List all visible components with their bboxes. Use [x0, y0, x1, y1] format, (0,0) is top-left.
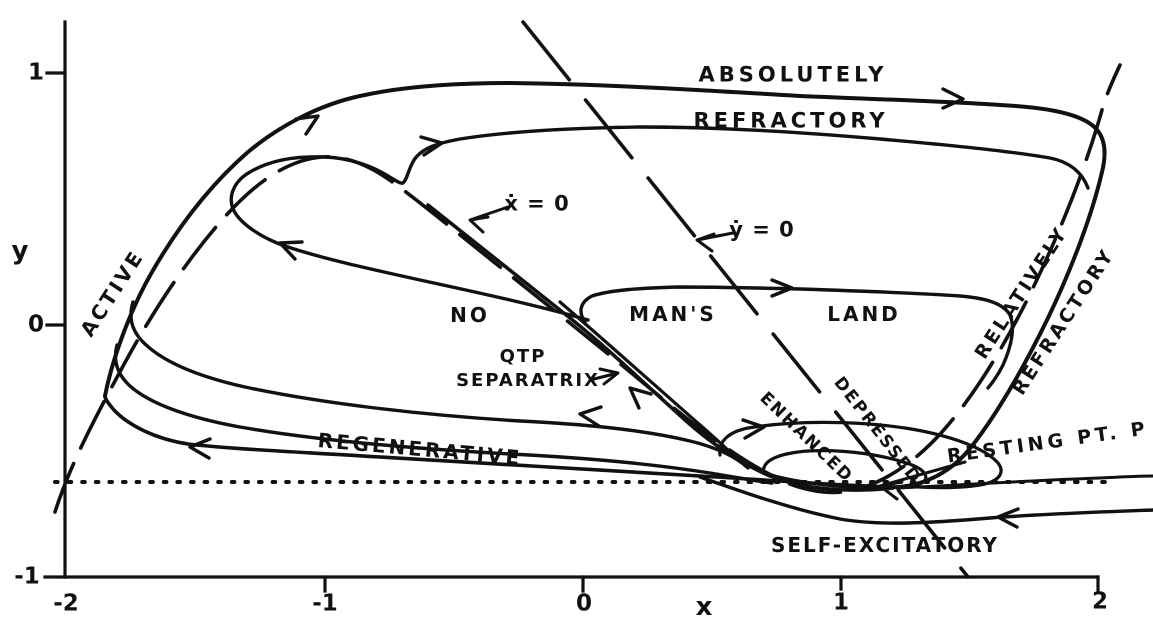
arrow-bottom-right-left: [998, 509, 1018, 527]
label-mans: MAN'S: [629, 302, 717, 326]
label-no: NO: [450, 303, 490, 327]
arrow-regenerative-left: [190, 439, 210, 458]
separatrix-curve-parallel: [560, 302, 738, 460]
label-refractory-top: REFRACTORY: [693, 108, 889, 133]
regenerative-curve-upper: [131, 302, 748, 468]
label-y-nullcline: ẏ = 0: [729, 217, 795, 242]
x-tick-2: 2: [1091, 588, 1109, 615]
separatrix-label-pointer: [594, 369, 618, 384]
label-self-excitatory: SELF-EXCITATORY: [770, 533, 1000, 557]
x-axis-ticks: [325, 577, 1098, 592]
x-axis-label: x: [695, 592, 713, 622]
x-tick-neg2: -2: [53, 590, 79, 617]
label-x-nullcline: ẋ = 0: [504, 191, 570, 216]
y-tick-0: 0: [27, 311, 45, 338]
separatrix-curve: [428, 205, 893, 490]
arrow-active-climb: [296, 116, 318, 134]
arrow-depressed-loop: [743, 420, 764, 438]
arrow-upper-fan-left: [580, 407, 601, 426]
arrow-midline-right: [772, 280, 792, 296]
label-pointers: [470, 207, 965, 499]
enhanced-loop: [763, 451, 926, 488]
y-nullcline-line: [523, 22, 968, 577]
x-tick-1: 1: [832, 589, 850, 616]
y-tick-1: 1: [27, 59, 45, 86]
regenerative-curve-middle: [116, 345, 772, 483]
self-excitatory-curve: [700, 477, 1153, 523]
resting-point-pointer: [880, 462, 965, 499]
inner-trajectory-midline: [581, 287, 1012, 388]
outer-trajectory-climb-top-descent: [105, 83, 1105, 487]
y-tick-neg1: -1: [14, 563, 40, 590]
label-land: LAND: [827, 302, 901, 326]
label-absolutely: ABSOLUTELY: [698, 62, 888, 87]
y-nullcline-pointer: [697, 233, 733, 251]
x-tick-0: 0: [575, 590, 593, 617]
flow-arrowheads: [190, 89, 1018, 527]
arrow-separatrix-upleft: [630, 388, 651, 408]
arrow-second-top: [421, 137, 442, 155]
arrow-hump-bottom-left: [280, 242, 302, 259]
label-separatrix: SEPARATRIX: [456, 370, 600, 391]
arrow-top-right: [943, 89, 963, 108]
resting-level-right-curve: [898, 476, 1153, 488]
label-qtp: QTP: [499, 346, 547, 367]
axes: [45, 22, 1098, 592]
inner-trajectory-hump-loop: [231, 127, 1088, 320]
x-tick-neg1: -1: [312, 590, 338, 617]
x-nullcline-pointer: [470, 207, 508, 232]
y-axis-label: y: [11, 236, 29, 266]
y-axis-ticks: [45, 73, 65, 577]
